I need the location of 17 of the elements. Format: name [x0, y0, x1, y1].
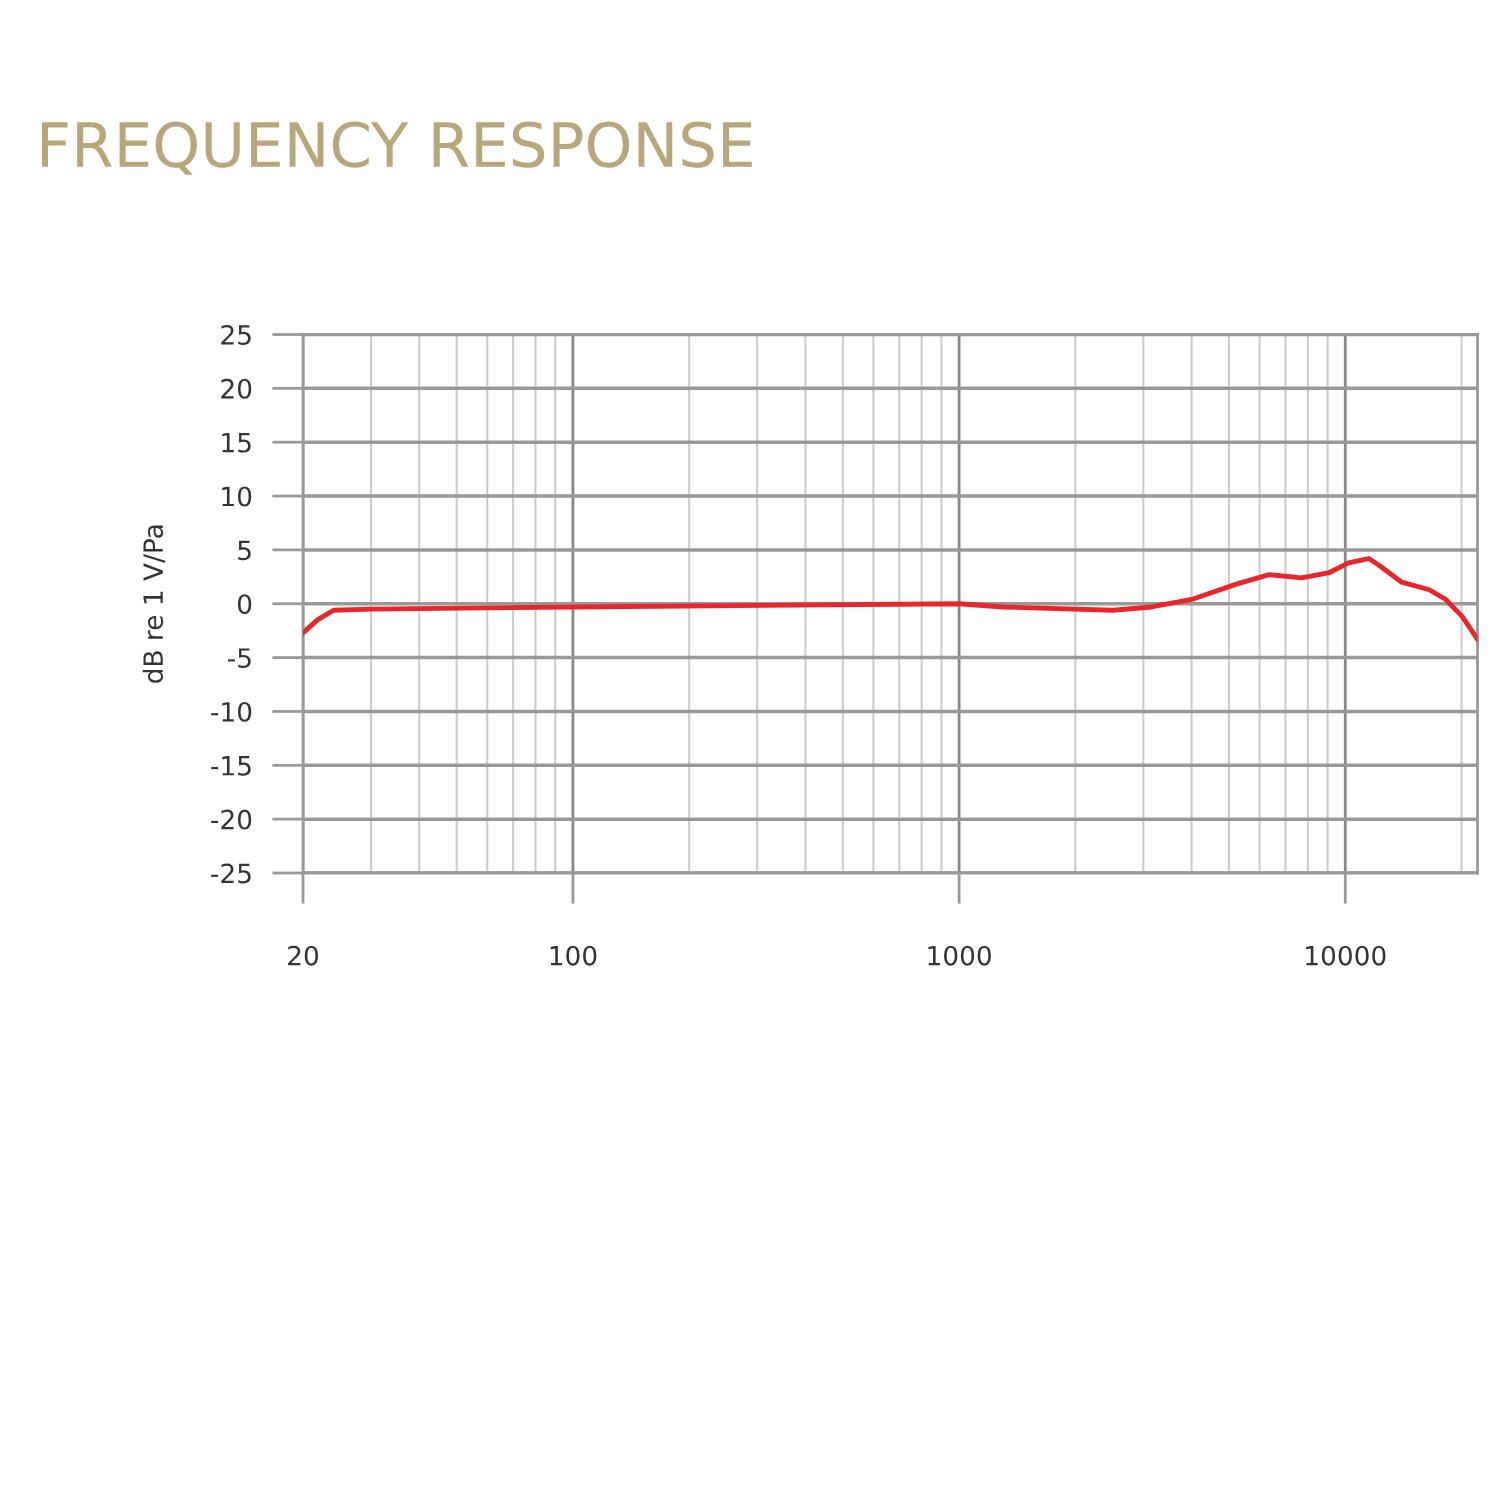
y-tick-label: 10 — [222, 486, 252, 507]
x-tick-label: 10000 — [1306, 945, 1386, 966]
y-tick-label: 20 — [221, 378, 252, 399]
y-tick-label: 0 — [237, 594, 252, 615]
y-axis-title: dB re 1 V/Pa — [142, 525, 166, 683]
x-tick-label: 20 — [288, 945, 319, 966]
chart-title: FREQUENCY RESPONSE — [42, 121, 752, 175]
y-tick-label: 5 — [238, 540, 251, 561]
x-tick-label: 100 — [550, 945, 597, 966]
y-tick-label: -5 — [227, 648, 251, 668]
y-tick-label: 15 — [222, 432, 251, 453]
y-tick-label: -10 — [211, 701, 252, 722]
y-tick-label: -25 — [211, 863, 251, 884]
y-tick-label: 25 — [221, 324, 251, 345]
x-tick-label: 1000 — [928, 945, 991, 966]
y-tick-label: -20 — [211, 809, 252, 830]
y-tick-label: -15 — [211, 756, 251, 776]
